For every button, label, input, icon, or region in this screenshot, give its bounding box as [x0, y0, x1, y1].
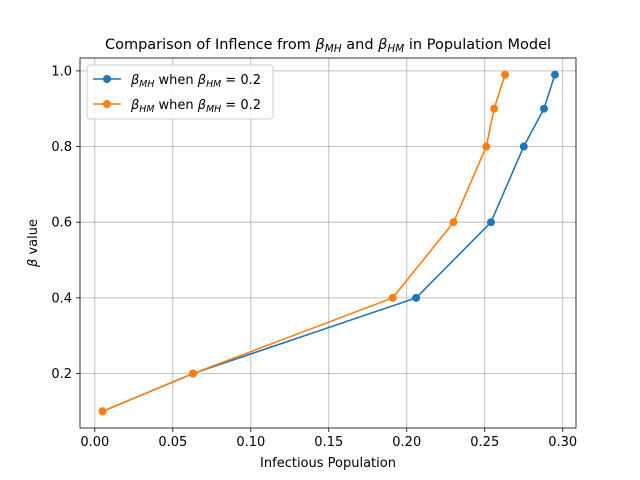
- series-line: [102, 74, 506, 413]
- legend-box: [86, 64, 274, 120]
- x-tick-label: 0.00: [80, 435, 109, 450]
- y-tick-label: 0.6: [51, 216, 72, 231]
- data-point: [486, 218, 495, 227]
- series-2: [98, 70, 510, 416]
- legend-item: βMH when βHM = 0.2: [93, 73, 261, 90]
- data-point: [189, 369, 198, 378]
- x-tick-label: 0.20: [392, 435, 421, 450]
- x-axis-label: Infectious Population: [260, 456, 396, 471]
- legend-item: βHM when βMH = 0.2: [93, 98, 261, 115]
- y-axis-label: β value: [26, 219, 41, 268]
- y-tick-label: 0.2: [51, 367, 72, 382]
- chart-title: Comparison of Inflence from βMH and βHM …: [105, 37, 551, 55]
- data-point: [540, 104, 549, 113]
- data-point: [412, 293, 421, 302]
- legend-label: βHM when βMH = 0.2: [130, 98, 261, 115]
- data-point: [482, 142, 491, 151]
- x-tick-label: 0.15: [314, 435, 343, 450]
- data-point: [501, 70, 510, 79]
- data-point: [449, 218, 458, 227]
- legend-marker: [103, 75, 111, 83]
- plot-frame: [79, 57, 577, 429]
- data-point: [550, 70, 559, 79]
- y-tick-label: 0.4: [51, 291, 72, 306]
- x-tick-label: 0.30: [548, 435, 577, 450]
- x-tick-label: 0.25: [470, 435, 499, 450]
- series-layer: [98, 70, 559, 416]
- y-tick-label: 1.0: [51, 64, 72, 79]
- x-tick-label: 0.05: [158, 435, 187, 450]
- legend-label: βMH when βHM = 0.2: [130, 73, 261, 90]
- legend: βMH when βHM = 0.2 βHM when βMH = 0.2: [86, 64, 274, 120]
- x-tick-label: 0.10: [236, 435, 265, 450]
- data-point: [98, 407, 107, 416]
- legend-marker: [103, 100, 111, 108]
- data-point: [490, 104, 499, 113]
- y-tick-label: 0.8: [51, 140, 72, 155]
- data-point: [519, 142, 528, 151]
- axis-ticks: 0.00 0.05 0.10 0.15 0.20 0.25 0.30 0.2 0.4 0.6 0.8…: [51, 64, 577, 450]
- data-point: [388, 293, 397, 302]
